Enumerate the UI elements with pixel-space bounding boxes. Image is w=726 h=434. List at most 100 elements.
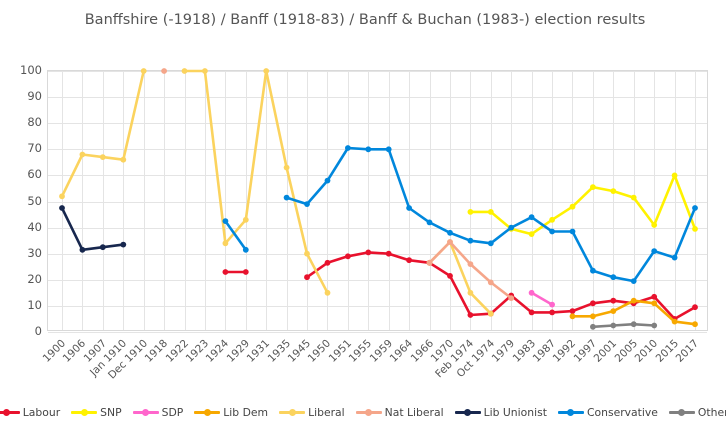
legend-swatch-icon: [132, 407, 159, 417]
gridline-vertical: [246, 71, 247, 330]
data-point: [79, 151, 86, 158]
data-point: [59, 193, 65, 200]
data-point: [692, 226, 698, 232]
data-point: [99, 154, 106, 160]
gridline-vertical: [532, 71, 533, 330]
data-point: [610, 188, 617, 194]
y-axis-tick-label: 80: [27, 115, 42, 130]
legend-swatch-icon: [71, 407, 98, 417]
gridline-vertical: [675, 71, 676, 330]
data-point: [324, 177, 331, 184]
data-point: [528, 289, 535, 296]
y-axis-tick-label: 10: [27, 297, 42, 312]
y-axis-tick-label: 30: [27, 245, 42, 260]
data-point: [508, 224, 515, 231]
data-point: [467, 209, 474, 215]
data-point: [569, 313, 576, 320]
data-point: [651, 300, 658, 307]
data-point: [549, 216, 555, 223]
data-point: [120, 241, 127, 248]
data-point: [528, 214, 535, 221]
data-point: [692, 321, 698, 328]
chart-legend: Labour SNP SDP Lib Dem Liberal Nat Liberal Lib…: [0, 399, 726, 425]
legend-swatch-icon: [279, 407, 306, 417]
y-axis-tick-label: 20: [27, 271, 42, 286]
data-point: [467, 289, 474, 296]
data-point: [447, 239, 453, 245]
data-point: [569, 228, 576, 235]
gridline-vertical: [185, 71, 186, 330]
data-point: [467, 312, 474, 318]
y-axis-tick-label: 90: [27, 89, 42, 104]
gridline-vertical: [368, 71, 369, 330]
data-point: [692, 205, 698, 211]
legend-item-liberal[interactable]: Liberal: [279, 406, 345, 419]
legend-label: Lib Unionist: [483, 405, 547, 419]
legend-item-nat-liberal[interactable]: Nat Liberal: [355, 406, 444, 419]
y-axis-tick-label: 100: [20, 63, 42, 77]
gridline-vertical: [327, 71, 328, 330]
data-point: [222, 269, 229, 275]
data-point: [569, 308, 576, 314]
y-axis-tick-label: 40: [27, 219, 42, 234]
x-axis: 1900 1906 1907 Jan 1910 Dec 1910 1918 1922 1923…: [41, 332, 708, 402]
gridline-vertical: [593, 71, 594, 330]
data-point: [671, 172, 678, 179]
legend-swatch-icon: [0, 407, 20, 417]
gridline-vertical: [62, 71, 63, 330]
legend-swatch-icon: [194, 407, 221, 417]
legend-item-labour[interactable]: Labour: [0, 406, 60, 419]
gridline-horizontal: [48, 306, 707, 307]
gridline-vertical: [654, 71, 655, 330]
data-point: [528, 309, 535, 316]
data-point: [447, 273, 453, 279]
data-point: [426, 219, 433, 226]
legend-item-lib-unionist[interactable]: Lib Unionist: [454, 405, 547, 419]
series-sdp: [528, 289, 555, 308]
data-point: [242, 246, 249, 253]
gridline-vertical: [409, 71, 410, 330]
legend-item-snp[interactable]: SNP: [71, 405, 122, 419]
legend-item-sdp[interactable]: SDP: [132, 406, 183, 419]
data-point: [487, 310, 494, 317]
series-liberal: [59, 68, 494, 317]
gridline-vertical: [205, 71, 206, 330]
data-point: [283, 194, 290, 201]
data-point: [222, 218, 229, 225]
data-point: [671, 318, 678, 325]
gridline-vertical: [552, 71, 553, 330]
data-point: [120, 156, 127, 163]
data-point: [161, 68, 167, 74]
data-point: [222, 240, 229, 247]
legend-item-others[interactable]: Others: [668, 405, 726, 419]
legend-label: Others: [697, 405, 726, 419]
legend-label: SNP: [100, 405, 122, 419]
gridline-horizontal: [48, 228, 707, 229]
data-point: [630, 278, 637, 284]
legend-item-conservative[interactable]: Conservative: [557, 406, 658, 419]
gridline-vertical: [103, 71, 104, 330]
data-point: [487, 240, 494, 247]
series-lines: [59, 68, 698, 330]
gridline-horizontal: [48, 123, 707, 124]
gridline-vertical: [225, 71, 226, 330]
data-point: [549, 301, 555, 308]
legend-swatch-icon: [454, 407, 481, 417]
series-snp: [467, 172, 698, 238]
data-point: [345, 145, 351, 151]
gridline-vertical: [82, 71, 83, 330]
gridline-vertical: [470, 71, 471, 330]
gridline-horizontal: [48, 71, 707, 72]
gridline-horizontal: [48, 97, 707, 98]
data-point: [569, 203, 576, 210]
gridline-vertical: [389, 71, 390, 330]
data-point: [651, 293, 658, 300]
data-point: [79, 246, 86, 253]
data-point: [385, 146, 392, 153]
data-point: [385, 250, 392, 257]
data-point: [630, 321, 637, 328]
data-point: [263, 68, 270, 74]
series-others: [590, 321, 658, 330]
data-point: [610, 297, 617, 304]
legend-item-lib-dem[interactable]: Lib Dem: [194, 406, 268, 419]
